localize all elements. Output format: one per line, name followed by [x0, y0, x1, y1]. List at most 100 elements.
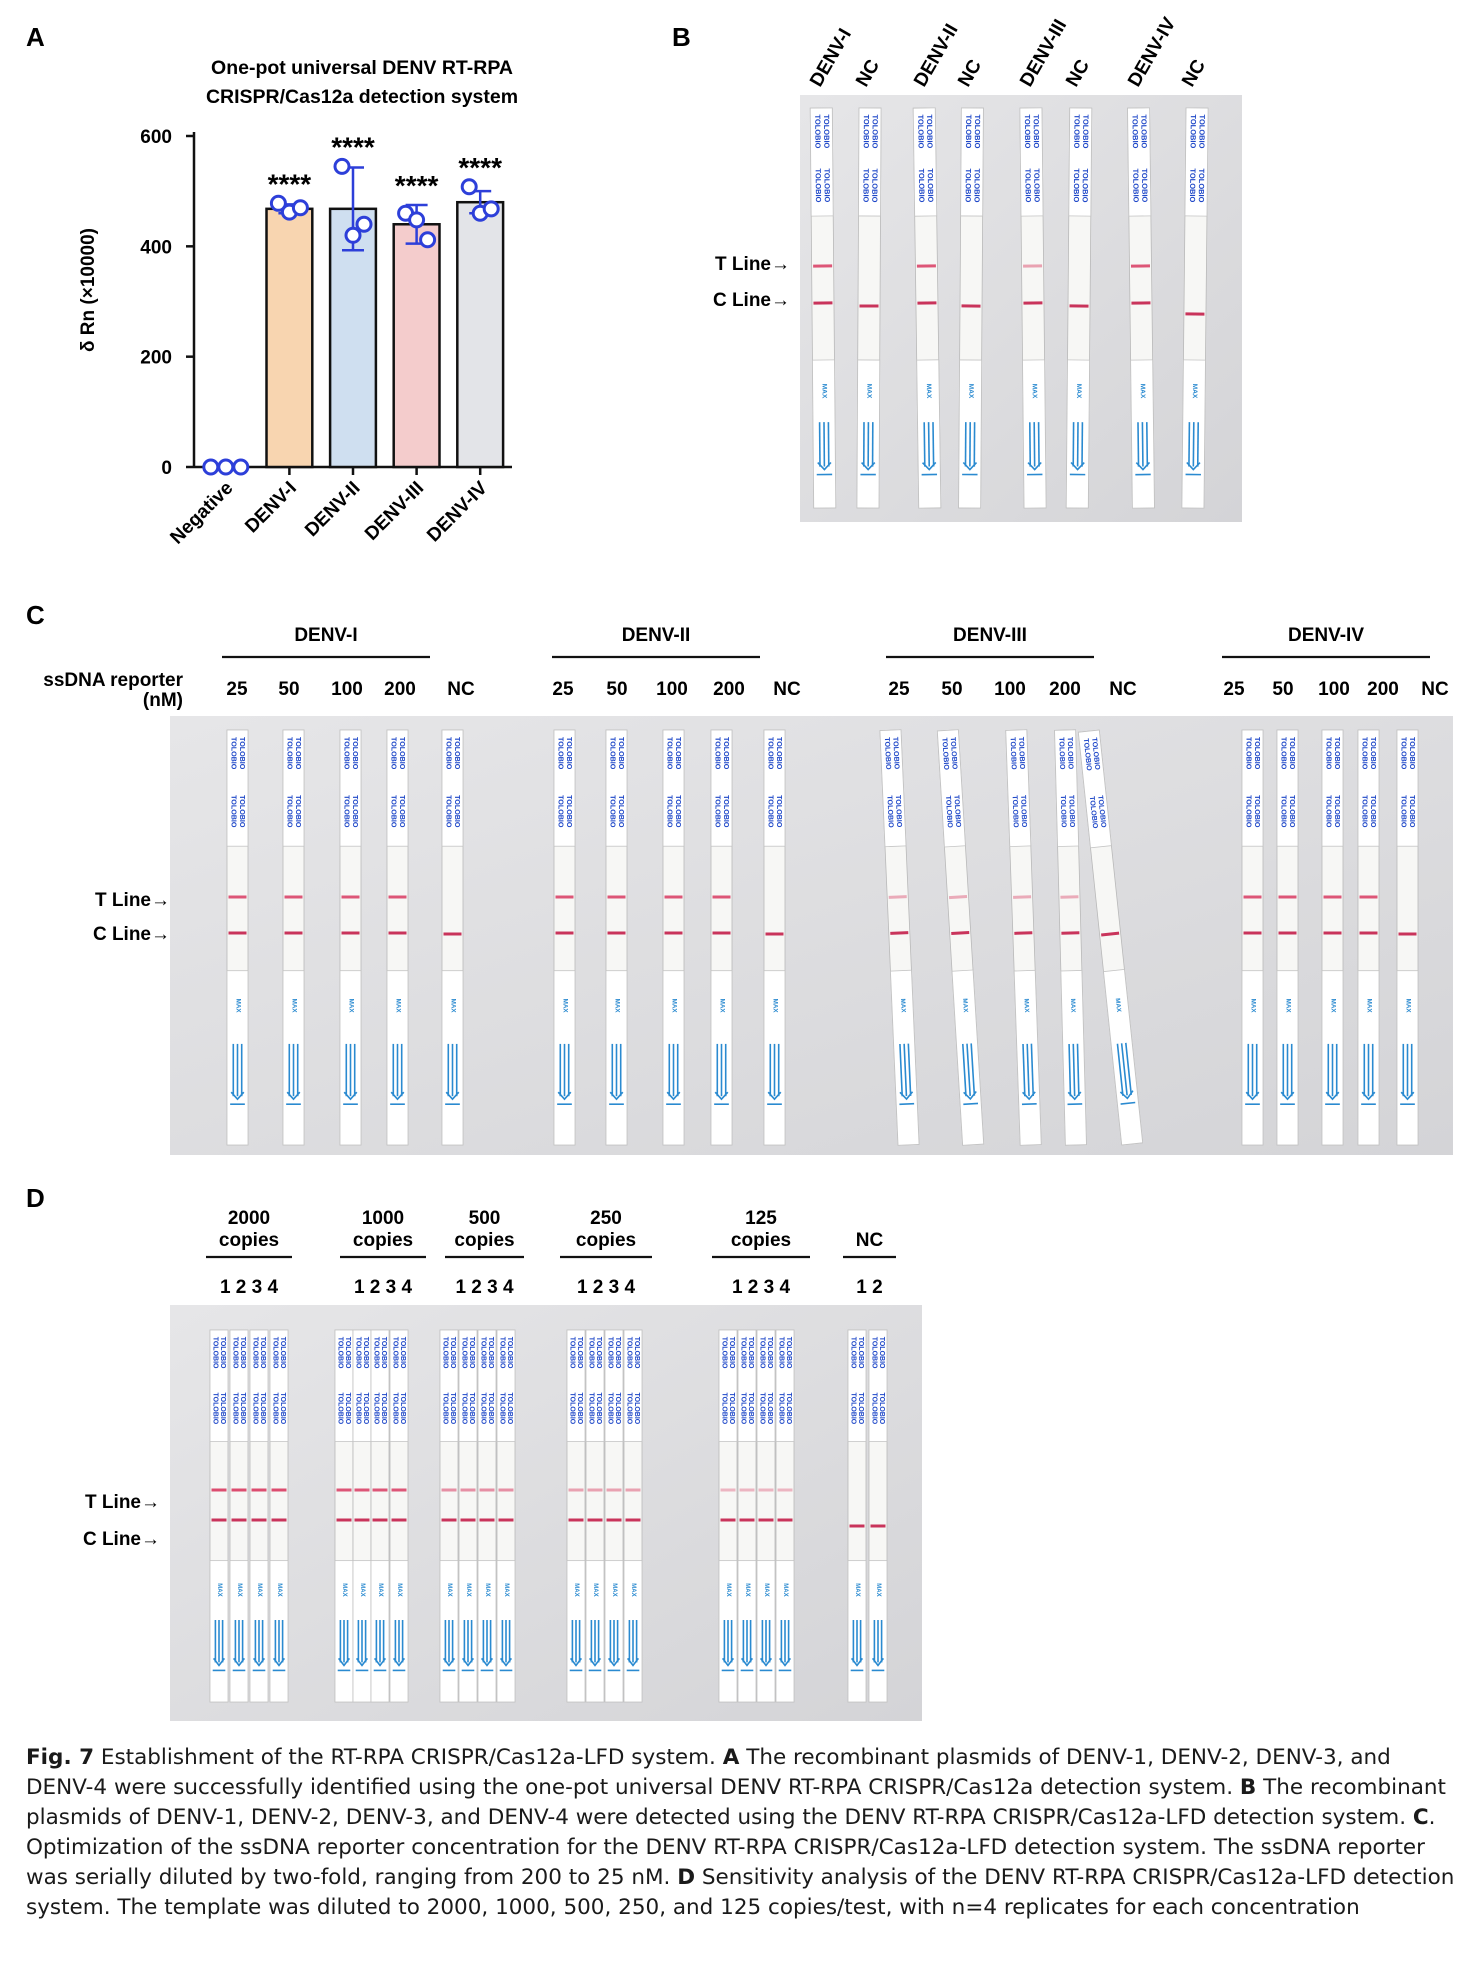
- strip-max-text: MAX: [256, 1583, 262, 1596]
- panel-d-strips: TOLOBIOTOLOBIOTOLOBIOTOLOBIOMAXTOLOBIOTO…: [209, 1329, 888, 1703]
- strip-max-text: MAX: [670, 999, 677, 1014]
- figure-caption: Fig. 7 Establishment of the RT-RPA CRISP…: [26, 1743, 1456, 1923]
- strip-brand-text: TOLOBIO: [740, 1392, 747, 1424]
- group-header: 250: [590, 1208, 622, 1229]
- strip-brand-text: TOLOBIO: [1189, 114, 1198, 148]
- strip-arrowhead: [1325, 1091, 1340, 1101]
- strip-brand-text: TOLOBIO: [885, 795, 894, 828]
- panel-a: A One-pot universal DENV RT-RPA CRISPR/C…: [26, 22, 518, 549]
- strip-brand-text: TOLOBIO: [740, 1337, 747, 1369]
- strip-max-text: MAX: [573, 1583, 579, 1596]
- strip-brand-text: TOLOBIO: [857, 1337, 864, 1369]
- strip-brand-text: TOLOBIO: [1032, 114, 1041, 148]
- strip-label-pad: [496, 1329, 516, 1442]
- strip-brand-text: TOLOBIO: [445, 737, 453, 770]
- replicate-labels: 1 2 3 4: [220, 1277, 279, 1298]
- test-line-t: [271, 1488, 287, 1492]
- strip-label-pad: [1184, 107, 1209, 217]
- strip-label-pad: [858, 107, 882, 217]
- strip-brand-text: TOLOBIO: [862, 114, 871, 148]
- strip-arrowhead: [850, 1657, 864, 1667]
- strip-max-text: MAX: [347, 999, 354, 1014]
- panel-c-letter: C: [26, 600, 45, 630]
- strip-brand-text: TOLOBIO: [1009, 737, 1018, 770]
- strip-brand-text: TOLOBIO: [557, 795, 565, 828]
- strip-brand-text: TOLOBIO: [972, 168, 981, 202]
- strip-max-text: MAX: [341, 1583, 347, 1596]
- test-line-t: [284, 895, 303, 899]
- control-line-c: [1069, 304, 1089, 308]
- strip-brand-text: TOLOBIO: [1369, 795, 1377, 828]
- strip-label-pad: [960, 107, 984, 217]
- control-line-c: [739, 1518, 755, 1522]
- strip-max-text: MAX: [394, 999, 401, 1014]
- strip-brand-text: TOLOBIO: [814, 168, 823, 202]
- bar: [392, 223, 441, 469]
- strip-brand-text: TOLOBIO: [362, 1392, 369, 1424]
- data-point: [460, 178, 478, 196]
- strip-max-text: MAX: [465, 1583, 471, 1596]
- strip-arrowhead: [767, 1091, 782, 1101]
- strip-brand-text: TOLOBIO: [891, 737, 900, 770]
- strip-brand-text: TOLOBIO: [925, 114, 934, 148]
- lane-label: 200: [1367, 679, 1399, 700]
- strip-brand-text: TOLOBIO: [633, 1392, 640, 1424]
- strip-max-text: MAX: [613, 999, 620, 1014]
- test-line-t: [916, 264, 936, 268]
- strip-label-pad: [868, 1329, 888, 1442]
- strip-brand-text: TOLOBIO: [607, 1392, 614, 1424]
- strip-arrowhead: [759, 1657, 773, 1667]
- strip-max-text: MAX: [899, 998, 907, 1013]
- strip-label-pad: [585, 1329, 605, 1442]
- strip-brand-text: TOLOBIO: [944, 795, 954, 828]
- strip-brand-text: TOLOBIO: [449, 1392, 456, 1424]
- group-header-unit: copies: [353, 1230, 413, 1251]
- strip-brand-text: TOLOBIO: [351, 795, 359, 828]
- strip-brand-text: TOLOBIO: [1400, 737, 1408, 770]
- strip-brand-text: TOLOBIO: [1361, 795, 1369, 828]
- strip-label-pad: [710, 729, 733, 847]
- strip-label-pad: [737, 1329, 757, 1442]
- strip-max-text: MAX: [782, 1583, 788, 1596]
- caption-a-label: A: [722, 1745, 740, 1770]
- test-line-t: [372, 1488, 388, 1492]
- test-line-t: [555, 895, 574, 899]
- test-line-t: [479, 1488, 495, 1492]
- strip-arrowhead: [626, 1657, 640, 1667]
- strip-arrowhead: [778, 1657, 792, 1667]
- strip-label-pad: [809, 107, 834, 217]
- strip-brand-text: TOLOBIO: [870, 114, 879, 148]
- strip-brand-text: TOLOBIO: [487, 1392, 494, 1424]
- strip-brand-text: TOLOBIO: [1019, 795, 1028, 828]
- strip-arrowhead: [1070, 461, 1085, 471]
- strip-max-text: MAX: [1249, 999, 1256, 1014]
- strip-brand-text: TOLOBIO: [1082, 738, 1093, 771]
- panel-c-c-line-label: C Line→: [93, 924, 170, 945]
- strip-brand-text: TOLOBIO: [1032, 168, 1041, 202]
- caption-c-label: C: [1412, 1805, 1429, 1830]
- control-line-c: [271, 1518, 287, 1522]
- strip-brand-text: TOLOBIO: [973, 114, 982, 148]
- strip-arrowhead: [861, 461, 876, 471]
- strip-label-pad: [1077, 729, 1112, 849]
- strip-arrowhead: [392, 1657, 406, 1667]
- control-line-c: [388, 931, 407, 935]
- strip-arrow: [927, 422, 931, 467]
- strip-brand-text: TOLOBIO: [1333, 737, 1341, 770]
- control-line-c: [961, 304, 981, 308]
- control-line-c: [849, 1524, 865, 1528]
- strip-arrow: [1068, 1043, 1072, 1097]
- strip-max-text: MAX: [1022, 998, 1030, 1013]
- test-line-t: [231, 1488, 247, 1492]
- strip-arrowhead: [1027, 461, 1042, 471]
- control-line-c: [951, 930, 970, 936]
- caption-c-text: . Optimization of the ssDNA reporter con…: [26, 1805, 1436, 1890]
- strip-label-pad: [441, 729, 464, 847]
- strip-arrowhead: [899, 1091, 914, 1101]
